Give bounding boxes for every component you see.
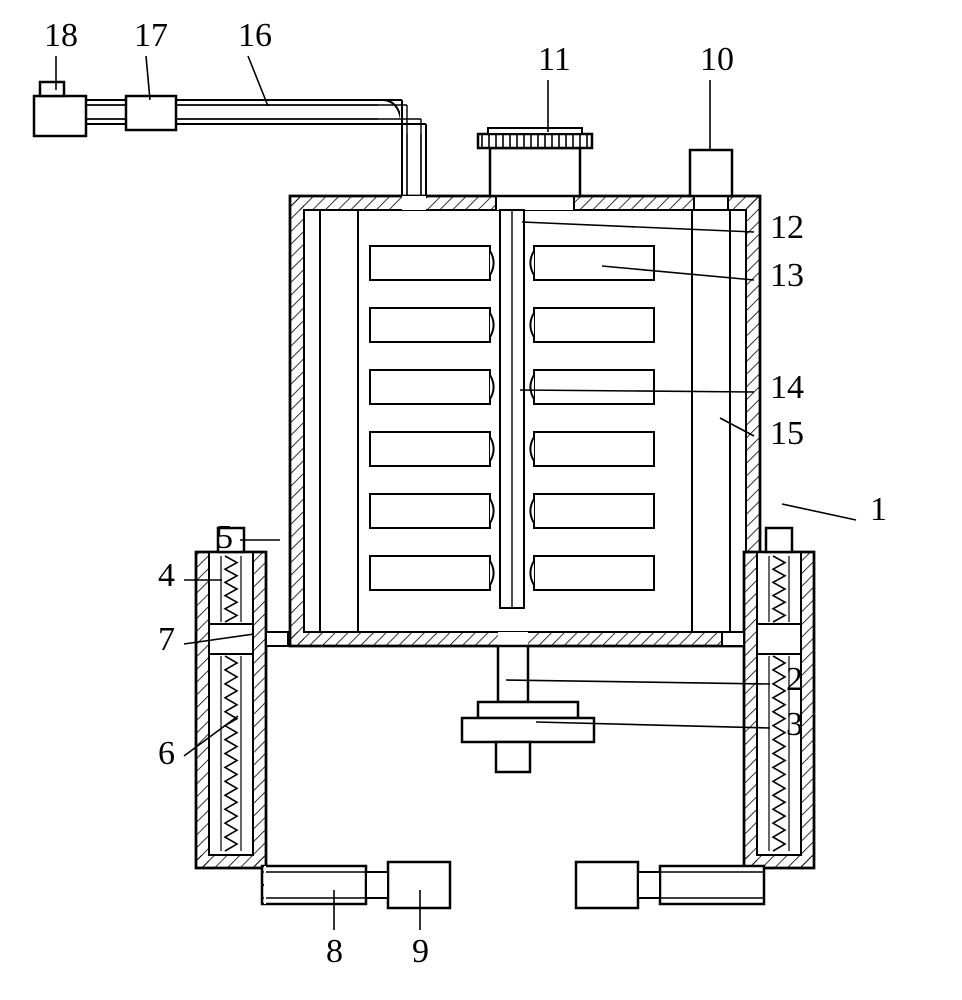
- callout-3: 3: [786, 706, 803, 743]
- callout-12: 12: [770, 209, 804, 246]
- callout-10: 10: [700, 41, 734, 78]
- callout-5: 5: [216, 519, 233, 556]
- callout-2: 2: [786, 661, 803, 698]
- callout-17: 17: [134, 17, 168, 54]
- callout-9: 9: [412, 933, 429, 970]
- callout-18: 18: [44, 17, 78, 54]
- callout-16: 16: [238, 17, 272, 54]
- diagram-canvas: 123456789101112131415161718: [0, 0, 962, 1000]
- callout-8: 8: [326, 933, 343, 970]
- callout-6: 6: [158, 735, 175, 772]
- callout-11: 11: [538, 41, 571, 78]
- callout-1: 1: [870, 491, 887, 528]
- callout-13: 13: [770, 257, 804, 294]
- callout-7: 7: [158, 621, 175, 658]
- callout-4: 4: [158, 557, 175, 594]
- callout-15: 15: [770, 415, 804, 452]
- callout-14: 14: [770, 369, 804, 406]
